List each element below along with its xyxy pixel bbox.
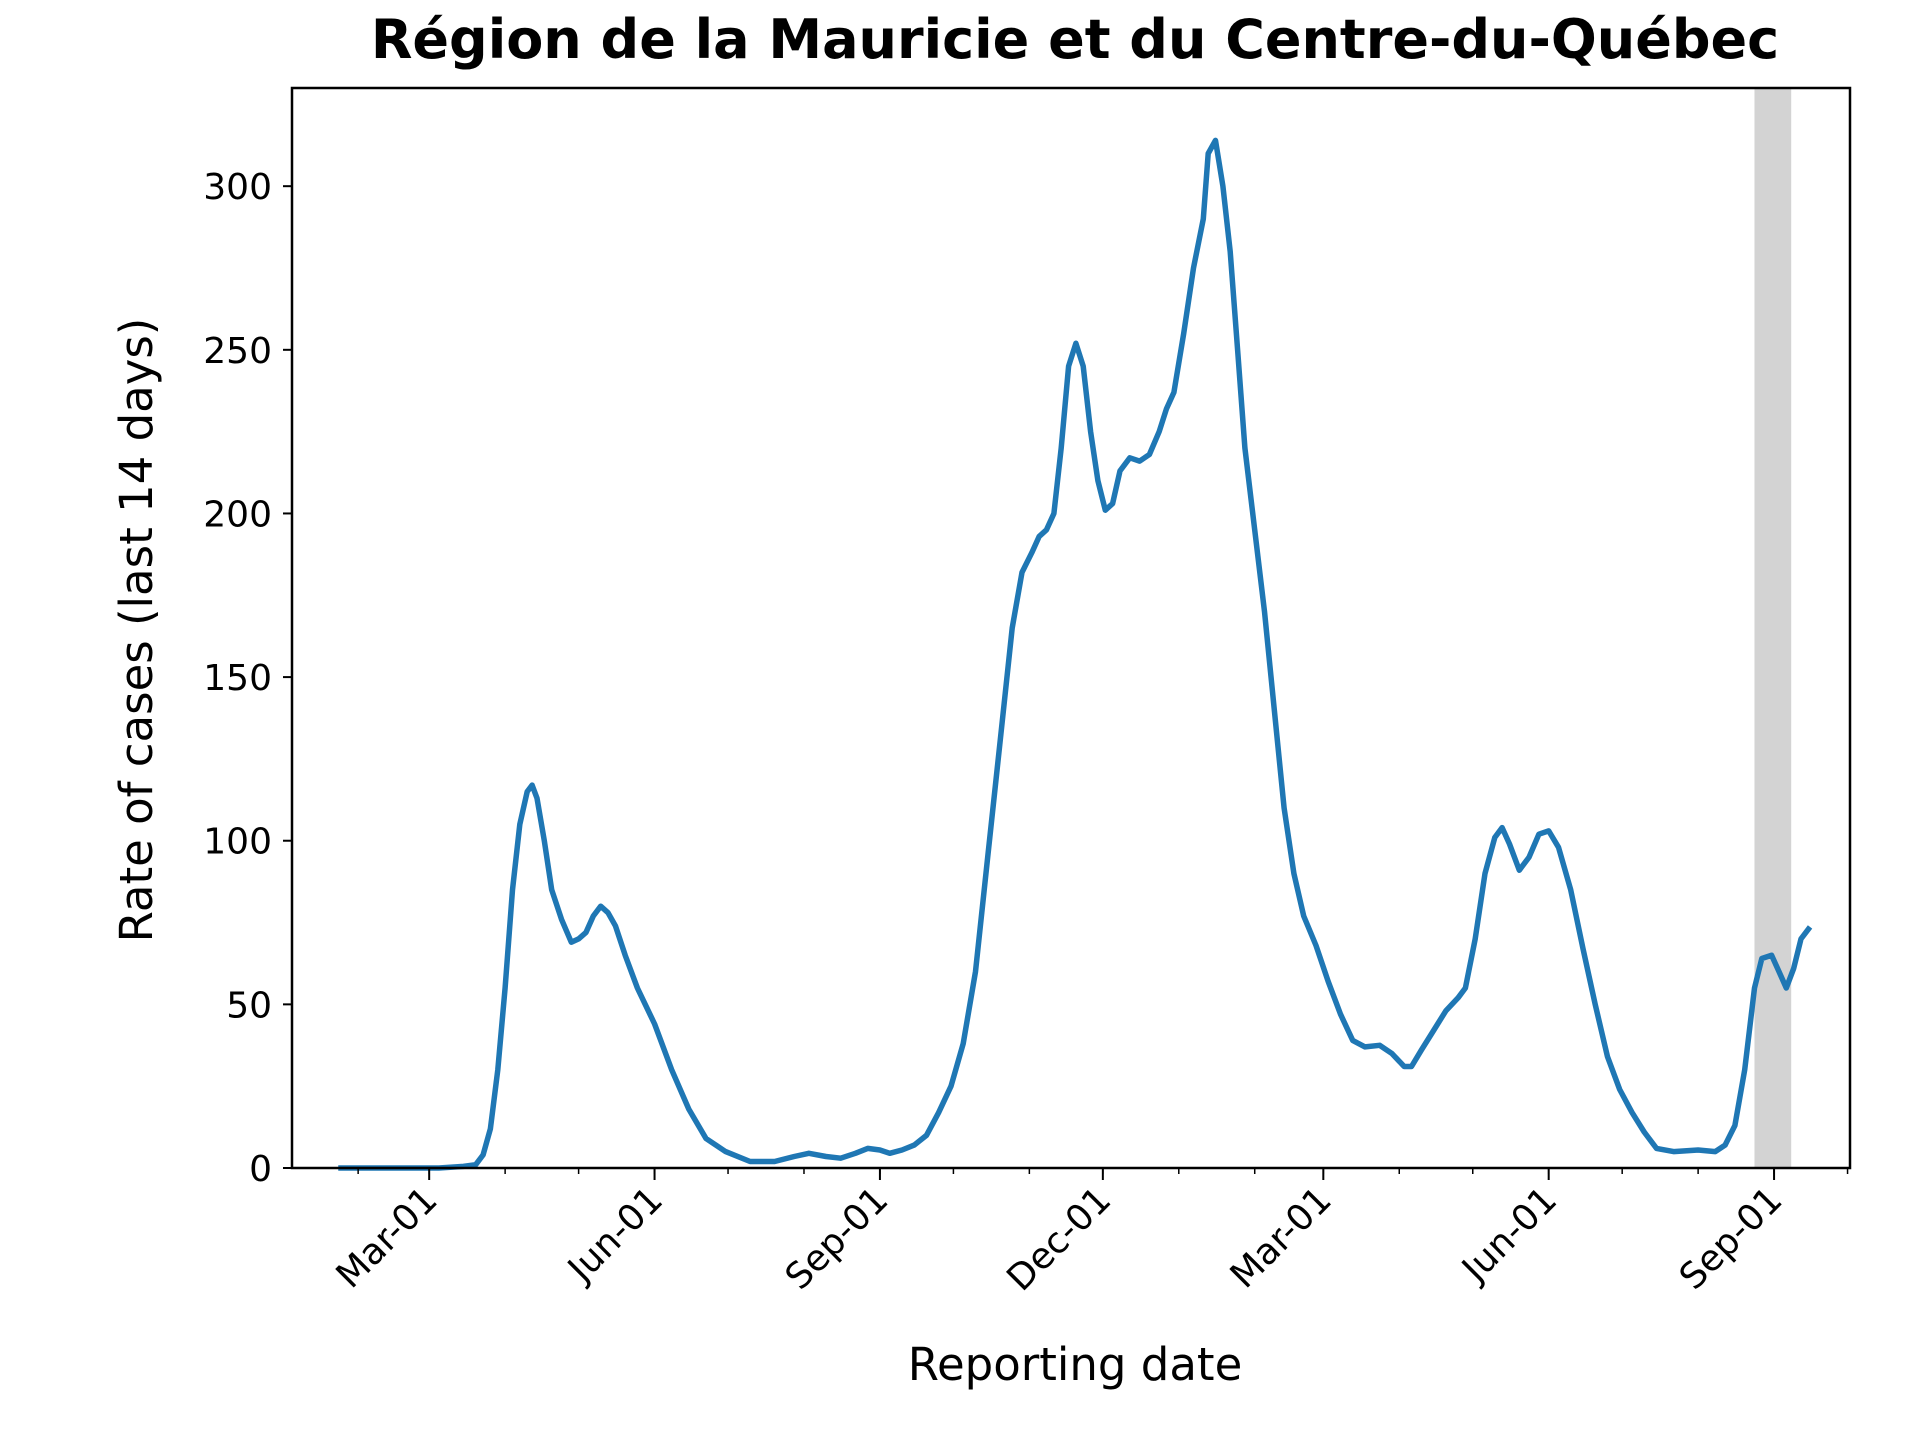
x-tick-label: Mar-01 <box>1223 1179 1340 1296</box>
plot-area: 0 50 100 150 200 250 300 Mar-01 Jun-01 Sep-01 Dec-… <box>203 86 1852 1299</box>
x-tick-label: Sep-01 <box>1672 1179 1791 1298</box>
y-tick-label: 250 <box>203 331 272 372</box>
x-tick-label: Mar-01 <box>329 1179 446 1296</box>
x-tick-label: Sep-01 <box>778 1179 897 1298</box>
x-axis-label: Reporting date <box>908 1338 1243 1391</box>
series-line-0 <box>338 137 1813 1171</box>
y-tick-label: 100 <box>203 822 272 863</box>
y-tick-label: 200 <box>203 494 272 535</box>
y-tick-label: 300 <box>203 167 272 208</box>
chart-title: Région de la Mauricie et du Centre-du-Qu… <box>371 8 1779 71</box>
y-tick-label: 0 <box>249 1149 272 1190</box>
y-tick-label: 50 <box>226 985 272 1026</box>
axes-frame <box>290 86 1852 1170</box>
shaded-region <box>1754 88 1792 1168</box>
x-tick-label: Jun-01 <box>559 1179 671 1291</box>
x-tick-label: Dec-01 <box>999 1179 1119 1299</box>
x-tick-label: Jun-01 <box>1453 1179 1565 1291</box>
y-axis-label: Rate of cases (last 14 days) <box>110 318 163 943</box>
y-tick-label: 150 <box>203 658 272 699</box>
